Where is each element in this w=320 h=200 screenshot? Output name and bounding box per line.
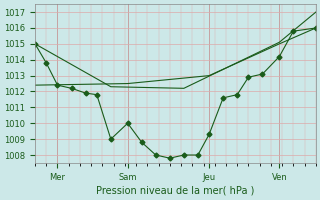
X-axis label: Pression niveau de la mer( hPa ): Pression niveau de la mer( hPa ) <box>96 186 255 196</box>
